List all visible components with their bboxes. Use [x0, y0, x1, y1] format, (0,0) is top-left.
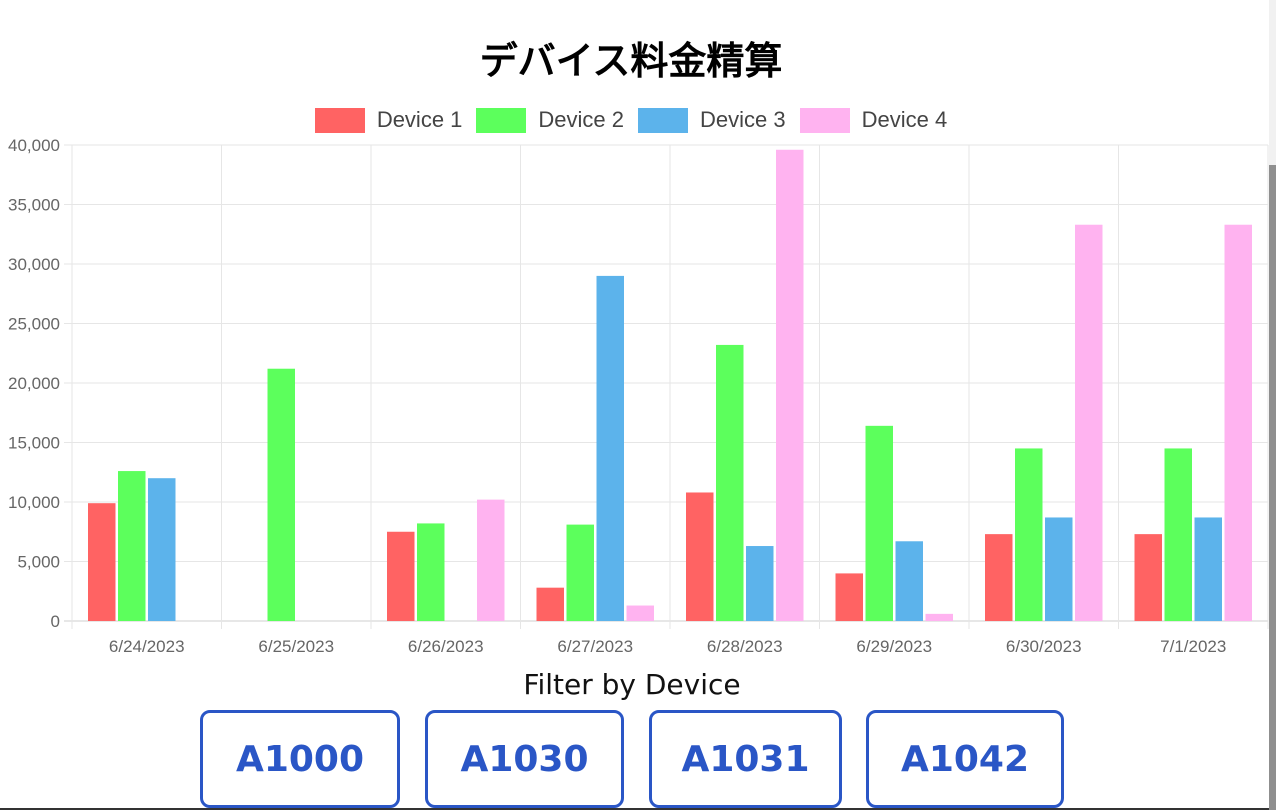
bar: [1164, 448, 1192, 621]
bar: [267, 368, 295, 621]
filter-button-a1000[interactable]: A1000: [200, 710, 400, 808]
legend-item-device-1[interactable]: Device 1: [314, 107, 463, 133]
scrollbar-thumb[interactable]: [1269, 165, 1276, 810]
y-tick-label: 15,000: [8, 434, 60, 453]
x-tick-label: 6/30/2023: [1006, 637, 1082, 656]
legend-label: Device 2: [538, 107, 624, 132]
x-tick-label: 6/25/2023: [258, 637, 334, 656]
legend-label: Device 1: [376, 107, 463, 132]
y-tick-label: 5,000: [17, 553, 60, 572]
y-tick-label: 10,000: [8, 493, 60, 512]
filter-label: Filter by Device: [523, 668, 741, 701]
legend-label: Device 4: [861, 107, 948, 132]
filter-button-a1042[interactable]: A1042: [866, 710, 1064, 808]
bar: [118, 471, 146, 621]
bar: [716, 344, 744, 621]
bar: [776, 149, 804, 621]
legend-label: Device 3: [700, 107, 786, 132]
bar: [596, 275, 624, 621]
y-tick-label: 35,000: [8, 196, 60, 215]
y-tick-label: 0: [51, 612, 60, 631]
bar: [148, 478, 176, 621]
bar: [387, 531, 415, 621]
bar: [1015, 448, 1043, 621]
bar: [985, 534, 1013, 621]
legend-swatch: [799, 107, 850, 133]
bar: [477, 499, 505, 621]
bar: [88, 503, 116, 621]
x-tick-label: 6/29/2023: [856, 637, 932, 656]
bar: [746, 546, 774, 621]
chart-legend: Device 1 Device 2 Device 3 Device 4: [0, 104, 1262, 136]
bar: [536, 587, 564, 621]
legend-item-device-3[interactable]: Device 3: [638, 107, 786, 133]
x-tick-label: 6/26/2023: [408, 637, 484, 656]
legend-swatch: [314, 107, 365, 133]
bar: [566, 524, 594, 621]
bar: [925, 613, 953, 621]
bar: [1224, 224, 1252, 622]
legend-swatch: [476, 107, 527, 133]
y-tick-label: 25,000: [8, 315, 60, 334]
chart-title: デバイス料金精算: [479, 39, 783, 83]
bar: [895, 541, 923, 621]
y-tick-label: 30,000: [8, 255, 60, 274]
filter-button-a1030[interactable]: A1030: [425, 710, 624, 808]
filter-button-a1031[interactable]: A1031: [649, 710, 842, 808]
bar: [1075, 224, 1103, 622]
y-tick-label: 20,000: [8, 374, 60, 393]
x-tick-label: 7/1/2023: [1160, 637, 1226, 656]
bar: [1134, 534, 1162, 621]
legend-item-device-2[interactable]: Device 2: [476, 107, 624, 133]
bar-chart: 0 5,000 10,000 15,000 20,000 25,000 30,000 35,0…: [8, 136, 1269, 656]
y-tick-label: 40,000: [8, 136, 60, 155]
bar: [1045, 517, 1073, 621]
bar: [1194, 517, 1222, 621]
bar: [686, 492, 714, 621]
bar: [626, 605, 654, 621]
x-tick-label: 6/24/2023: [109, 637, 185, 656]
x-tick-label: 6/27/2023: [557, 637, 633, 656]
x-tick-label: 6/28/2023: [707, 637, 783, 656]
bar: [865, 425, 893, 621]
bar: [417, 523, 445, 621]
legend-item-device-4[interactable]: Device 4: [799, 107, 948, 133]
bar: [835, 573, 863, 621]
legend-swatch: [638, 107, 688, 133]
bottom-border: [0, 808, 1269, 810]
